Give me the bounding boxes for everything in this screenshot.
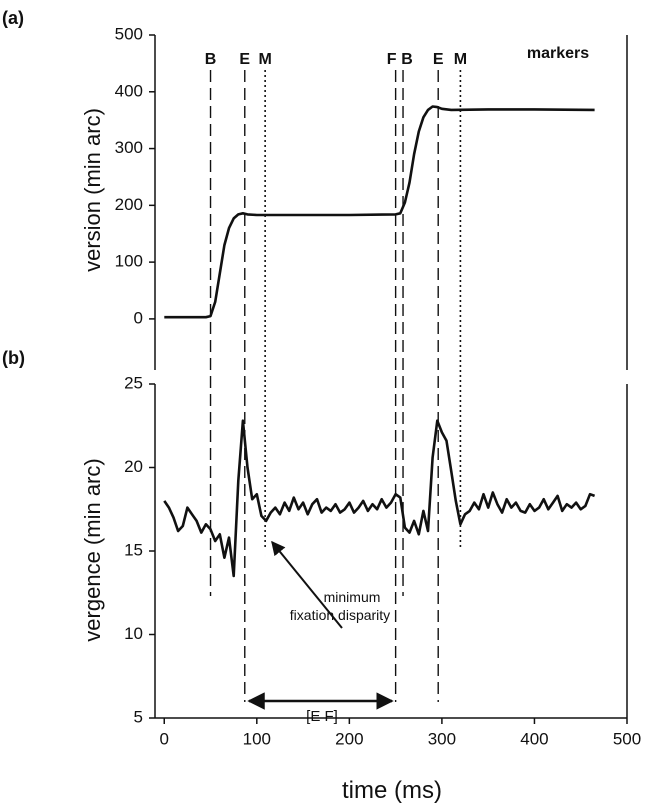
annotation-arrow xyxy=(271,540,343,629)
panel-label: (a) xyxy=(2,8,24,28)
x-tick-label: 300 xyxy=(428,729,456,748)
y-axis-title: vergence (min arc) xyxy=(80,458,105,641)
y-tick-label: 20 xyxy=(124,457,143,476)
annotation: minimum xyxy=(324,589,381,605)
x-tick-label: 0 xyxy=(160,729,169,748)
y-tick-label: 15 xyxy=(124,540,143,559)
y-tick-label: 0 xyxy=(134,308,143,327)
marker-label: M xyxy=(258,51,271,68)
x-tick-label: 500 xyxy=(613,729,641,748)
bracket-label: [E F] xyxy=(306,708,338,725)
marker-label: B xyxy=(401,51,413,68)
y-tick-label: 100 xyxy=(115,252,143,271)
marker-label: F xyxy=(387,51,397,68)
marker-label: B xyxy=(205,51,217,68)
y-tick-label: 10 xyxy=(124,624,143,643)
y-tick-label: 300 xyxy=(115,138,143,157)
x-axis-title: time (ms) xyxy=(342,777,442,804)
data-line xyxy=(164,105,595,319)
y-tick-label: 200 xyxy=(115,195,143,214)
markers-title: markers xyxy=(527,45,589,62)
marker-label: M xyxy=(454,51,467,68)
x-tick-label: 100 xyxy=(243,729,271,748)
x-tick-label: 400 xyxy=(520,729,548,748)
data-line xyxy=(163,419,596,578)
y-tick-label: 25 xyxy=(124,373,143,392)
marker-label: E xyxy=(239,51,250,68)
y-tick-label: 400 xyxy=(115,81,143,100)
x-tick-label: 200 xyxy=(335,729,363,748)
y-axis-title: version (min arc) xyxy=(80,108,105,272)
panel-label: (b) xyxy=(2,348,25,368)
annotation: fixation disparity xyxy=(290,607,390,623)
y-tick-label: 500 xyxy=(115,24,143,43)
y-tick-label: 5 xyxy=(134,707,143,726)
marker-label: E xyxy=(433,51,444,68)
